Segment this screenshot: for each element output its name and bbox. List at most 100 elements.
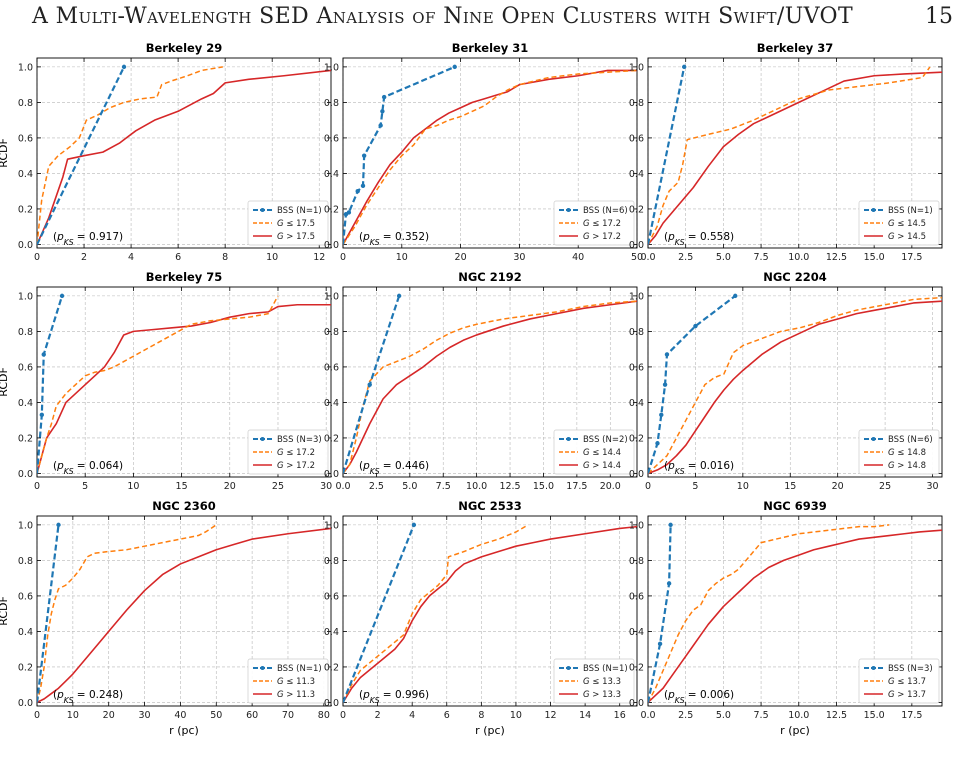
panel-berkeley-29: 0 2 4 6 8 10 12 0.0 0.2 0.4 0.6 0.8 1.0 Berkeley 29 (p… (0, 41, 332, 263)
series-line-faint (648, 529, 942, 704)
x-tick-label: 20 (103, 710, 115, 721)
y-tick-label: 0.8 (324, 327, 339, 338)
panel-title: NGC 2533 (458, 499, 522, 513)
y-tick-label: 1.0 (629, 291, 644, 302)
bss-point (733, 293, 738, 299)
legend-label: G ≤ 17.5 (277, 219, 315, 229)
bss-point (378, 123, 383, 128)
x-tick-label: 15.0 (533, 481, 554, 492)
legend-label: BSS (N=1) (888, 206, 933, 216)
y-tick-label: 0.4 (18, 169, 33, 180)
legend-label: G > 11.3 (277, 690, 315, 700)
legend-box (553, 658, 635, 704)
x-tick-label: 0 (34, 481, 40, 492)
x-tick-label: 2 (81, 252, 87, 263)
x-axis-label: r (pc) (169, 724, 199, 737)
legend-label: G > 17.5 (277, 232, 315, 242)
legend-label: G ≤ 11.3 (277, 677, 315, 687)
x-tick-label: 4 (409, 710, 415, 721)
bss-point (655, 441, 660, 446)
axes-frame (647, 57, 943, 249)
legend: BSS (N=1) G ≤ 14.5 G > 14.5 (858, 200, 940, 246)
y-tick-label: 0.4 (324, 169, 339, 180)
x-axis-label: r (pc) (780, 724, 810, 737)
legend-label: G > 17.2 (277, 461, 315, 471)
x-tick-label: 0 (340, 252, 346, 263)
x-tick-label: 5.0 (716, 710, 731, 721)
x-tick-label: 50 (210, 710, 222, 721)
y-tick-label: 0.0 (629, 469, 644, 480)
y-tick-label: 0.4 (18, 627, 33, 638)
y-tick-label: 0.6 (629, 133, 644, 144)
legend-label: G ≤ 14.8 (888, 448, 926, 458)
legend-marker (566, 208, 571, 212)
x-tick-label: 17.5 (901, 710, 922, 721)
x-tick-label: 5 (692, 481, 698, 492)
x-tick-label: 15 (176, 481, 188, 492)
bss-point (668, 522, 673, 528)
panel-ngc-2204: 0 5 10 15 20 25 30 0.0 0.2 0.4 0.6 0.8 1.0 NGC 2204 (p… (629, 270, 943, 492)
panel-title: NGC 6939 (763, 499, 827, 513)
y-tick-label: 0.8 (18, 98, 33, 109)
y-tick-label: 0.4 (324, 398, 339, 409)
y-tick-label: 0.8 (629, 98, 644, 109)
axes-frame (36, 515, 332, 707)
y-tick-label: 0.2 (324, 433, 339, 444)
legend-label: BSS (N=1) (277, 206, 322, 216)
legend: BSS (N=6) G ≤ 14.8 G > 14.8 (858, 429, 940, 475)
series-line-bright (648, 66, 931, 245)
legend-box (247, 658, 329, 704)
x-tick-label: 5.0 (716, 252, 731, 263)
page-header: A Multi-Wavelength SED Analysis of Nine … (0, 0, 979, 40)
x-tick-label: 10 (67, 710, 79, 721)
x-tick-label: 8 (222, 252, 228, 263)
series-line-bright (343, 300, 637, 474)
legend-label: BSS (N=6) (888, 435, 933, 445)
x-tick-label: 40 (572, 252, 584, 263)
x-tick-label: 12 (313, 252, 325, 263)
legend-label: BSS (N=3) (888, 664, 933, 674)
legend-label: G ≤ 14.5 (888, 219, 926, 229)
legend-label: G > 13.7 (888, 690, 926, 700)
bss-point (396, 293, 402, 299)
y-tick-label: 1.0 (629, 62, 644, 73)
bss-point (39, 412, 45, 418)
y-tick-label: 0.6 (18, 591, 33, 602)
y-tick-label: 0.0 (18, 240, 33, 251)
x-tick-label: 30 (513, 252, 525, 263)
bss-point (662, 382, 668, 387)
x-tick-label: 4 (128, 252, 134, 263)
x-tick-label: 70 (282, 710, 294, 721)
legend-label: G ≤ 13.7 (888, 677, 926, 687)
bss-point (41, 352, 46, 357)
y-tick-label: 0.2 (629, 204, 644, 215)
legend-label: G ≤ 17.2 (583, 219, 621, 229)
x-tick-label: 0.0 (335, 481, 350, 492)
y-tick-label: 0.6 (18, 133, 33, 144)
legend-box (247, 200, 329, 246)
bss-point (659, 412, 664, 418)
legend-box (553, 200, 635, 246)
x-tick-label: 20 (224, 481, 236, 492)
bss-point (681, 64, 687, 70)
bss-point (346, 210, 352, 215)
x-tick-label: 14 (579, 710, 591, 721)
legend-marker (260, 208, 265, 212)
pks-annotation: (pKS = 0.016) (664, 460, 734, 476)
legend-marker (871, 437, 876, 441)
series-line-faint (648, 71, 942, 245)
panel-berkeley-37: 0.0 2.5 5.0 7.5 10.0 12.5 15.0 17.5 0.0 0.2 0.4 0.6… (629, 41, 943, 263)
legend-label: BSS (N=2) (583, 435, 628, 445)
y-tick-label: 0.8 (629, 327, 644, 338)
y-tick-label: 0.4 (18, 398, 33, 409)
y-tick-label: 0.2 (18, 662, 33, 673)
x-tick-label: 12 (544, 710, 556, 721)
y-tick-label: 0.8 (18, 556, 33, 567)
legend-label: G ≤ 13.3 (583, 677, 621, 687)
x-tick-label: 7.5 (754, 252, 769, 263)
x-tick-label: 15.0 (864, 710, 885, 721)
y-tick-label: 1.0 (18, 291, 33, 302)
axes-frame (36, 57, 332, 249)
y-axis-label: RCDF (0, 596, 10, 626)
